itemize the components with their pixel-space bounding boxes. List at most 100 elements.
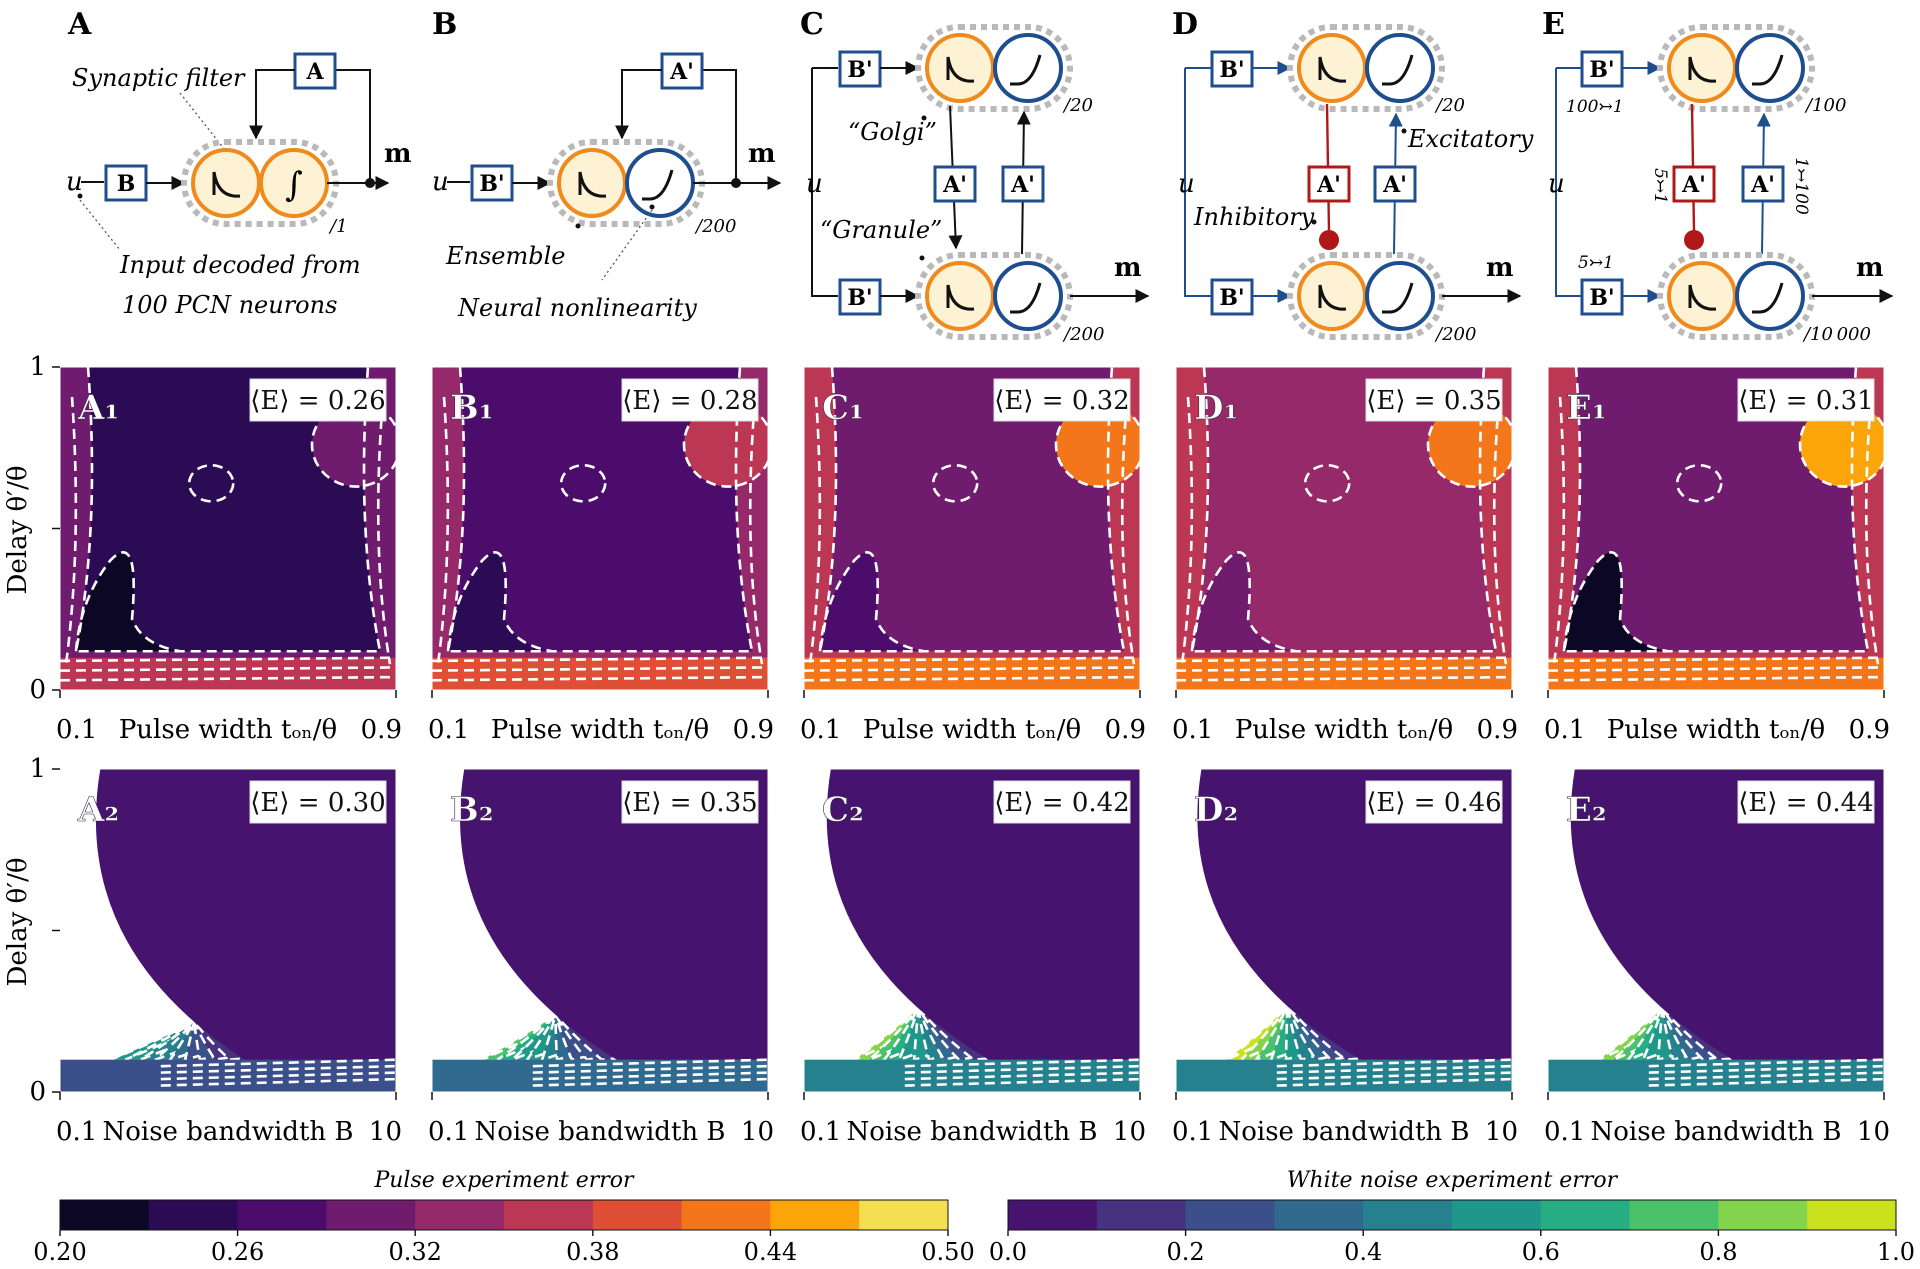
a-matrix-label: A: [305, 59, 324, 85]
panel-frame: [803, 366, 1141, 691]
noise-colorbar-swatch: [1363, 1200, 1453, 1230]
x-axis-label: Noise bandwidth B: [102, 1117, 353, 1147]
heatmap-bottom-band: [432, 657, 768, 690]
pulse-colorbar-tick-label: 0.26: [211, 1238, 264, 1265]
annot-input-leader: [79, 199, 121, 251]
contour-line: [1648, 1077, 1884, 1087]
contour-line: [1562, 367, 1870, 653]
contour-line: [1648, 1064, 1884, 1074]
noise-colorbar-title: White noise experiment error: [1287, 1168, 1619, 1193]
mean-error-value: ⟨E⟩ = 0.30: [250, 788, 385, 818]
contour-line: [1176, 666, 1512, 672]
annot-nonlin-leader: [601, 209, 653, 281]
noise-heatmap-panel: [59, 768, 397, 1093]
feedback-line-b: [702, 69, 737, 183]
b-matrix-top: [1580, 50, 1624, 88]
heatmap-body-region: [1564, 367, 1868, 652]
panel-label: D₂: [1194, 790, 1238, 830]
b-matrix-bottom: [838, 278, 882, 316]
contour-line: [1548, 666, 1884, 672]
nonlinearity-icon: [1752, 282, 1784, 314]
mean-error-value: ⟨E⟩ = 0.44: [1738, 788, 1873, 818]
contour-line: [818, 367, 1126, 653]
noise-colorbar-tick-label: 0.8: [1699, 1238, 1737, 1265]
contour-line: [1276, 1058, 1512, 1068]
b-matrix-label: B': [479, 171, 504, 197]
heatmap-high-region: [684, 402, 768, 487]
x-axis-label: Pulse width tₒₙ/θ: [863, 715, 1081, 745]
x-tick-label: 10: [741, 1117, 774, 1147]
contour-line: [1276, 1077, 1512, 1087]
contour-line: [60, 656, 396, 663]
panel-letter-c: C: [800, 7, 824, 42]
inhib-dot: [1311, 219, 1317, 225]
contour-line: [432, 666, 768, 672]
neuron-count: /200: [694, 216, 736, 237]
heatmap-low-region: [76, 552, 180, 652]
contour-line: [1864, 386, 1880, 665]
contour-line: [310, 401, 396, 488]
granule-dot: [919, 255, 925, 261]
heatmap-low-region: [1192, 552, 1296, 652]
heatmap-high-region: [312, 402, 396, 487]
a-matrix-excit-label: A': [1010, 172, 1035, 198]
panel-label: E₁: [1566, 388, 1607, 428]
noise-colorbar-tick-label: 0.6: [1522, 1238, 1560, 1265]
contour-line: [60, 666, 396, 672]
annot-synaptic-filter: Synaptic filter: [72, 64, 246, 92]
output-var-m: m: [1486, 253, 1514, 283]
diagram-e: E u B' 100↣1 /100 A' 5↣1 A' 1↣100 5↣1 B'…: [1542, 7, 1894, 345]
nonlinearity-icon: [1010, 54, 1042, 86]
contour-line: [60, 675, 396, 682]
panel-label: C₂: [822, 790, 864, 830]
x-tick-label: 0.1: [1172, 715, 1213, 745]
panel-letter-e: E: [1542, 7, 1565, 42]
x-tick-label: 0.1: [1544, 1117, 1585, 1147]
panel-frame: [431, 768, 769, 1093]
panel-label: B₂: [450, 790, 494, 830]
b-matrix-top-label: B': [1589, 57, 1614, 83]
mean-error-value: ⟨E⟩ = 0.28: [622, 386, 757, 416]
x-axis-label: Pulse width tₒₙ/θ: [1607, 715, 1825, 745]
noise-heatmap-panel: [1547, 768, 1885, 1093]
contour-line: [1648, 1058, 1884, 1068]
granule-filter-node: [1297, 261, 1367, 331]
heatmap-high-region: [1056, 402, 1140, 487]
mean-error-value: ⟨E⟩ = 0.46: [1366, 788, 1501, 818]
noise-colorbar-swatch: [1274, 1200, 1364, 1230]
a-matrix-inhib: [933, 165, 977, 203]
noise-heatmap-panel: [803, 768, 1141, 1093]
panel-label: E₂: [1566, 790, 1607, 830]
noise-colorbar-tick-label: 0.2: [1167, 1238, 1205, 1265]
heatmap-level-region: [1570, 769, 1884, 1060]
noise-colorbar-tick-label: 0.4: [1344, 1238, 1382, 1265]
y-axis-label-row2: Delay θ′/θ: [3, 858, 33, 987]
synapse-kernel-icon: [1318, 56, 1347, 83]
mean-error-box: [249, 378, 387, 422]
a-matrix-excit-label: A': [1382, 172, 1407, 198]
a-matrix-excit: [1373, 165, 1417, 203]
golgi-ensemble: [1657, 24, 1815, 112]
b-matrix-bottom: [1580, 278, 1624, 316]
a-matrix-inhib-label: A': [942, 172, 967, 198]
a-matrix-excit: [1001, 165, 1045, 203]
b-matrix-box: [470, 164, 514, 202]
heatmap-high-region: [1428, 402, 1512, 487]
input-bus-d: [1184, 68, 1212, 297]
pulse-heatmap-panel: [59, 366, 397, 691]
pulse-colorbar-swatch: [592, 1200, 683, 1230]
contour-line: [904, 1071, 1140, 1081]
a-matrix-inhib-label: A': [1316, 172, 1341, 198]
contour-line: [160, 1077, 396, 1087]
nonlinearity-icon: [1382, 282, 1414, 314]
colorbars: Pulse experiment error 0.20 0.26 0.32 0.38 0.…: [33, 1168, 1915, 1266]
contour-line: [532, 1071, 768, 1081]
pulse-colorbar-swatch: [770, 1200, 860, 1230]
y-tick-label: 0: [29, 1077, 46, 1107]
contour-line: [1303, 463, 1351, 503]
panel-letter-d: D: [1172, 7, 1198, 42]
input-bus-c: [811, 68, 838, 297]
count-bottom: /200: [1062, 324, 1104, 345]
contour-line: [748, 386, 764, 665]
